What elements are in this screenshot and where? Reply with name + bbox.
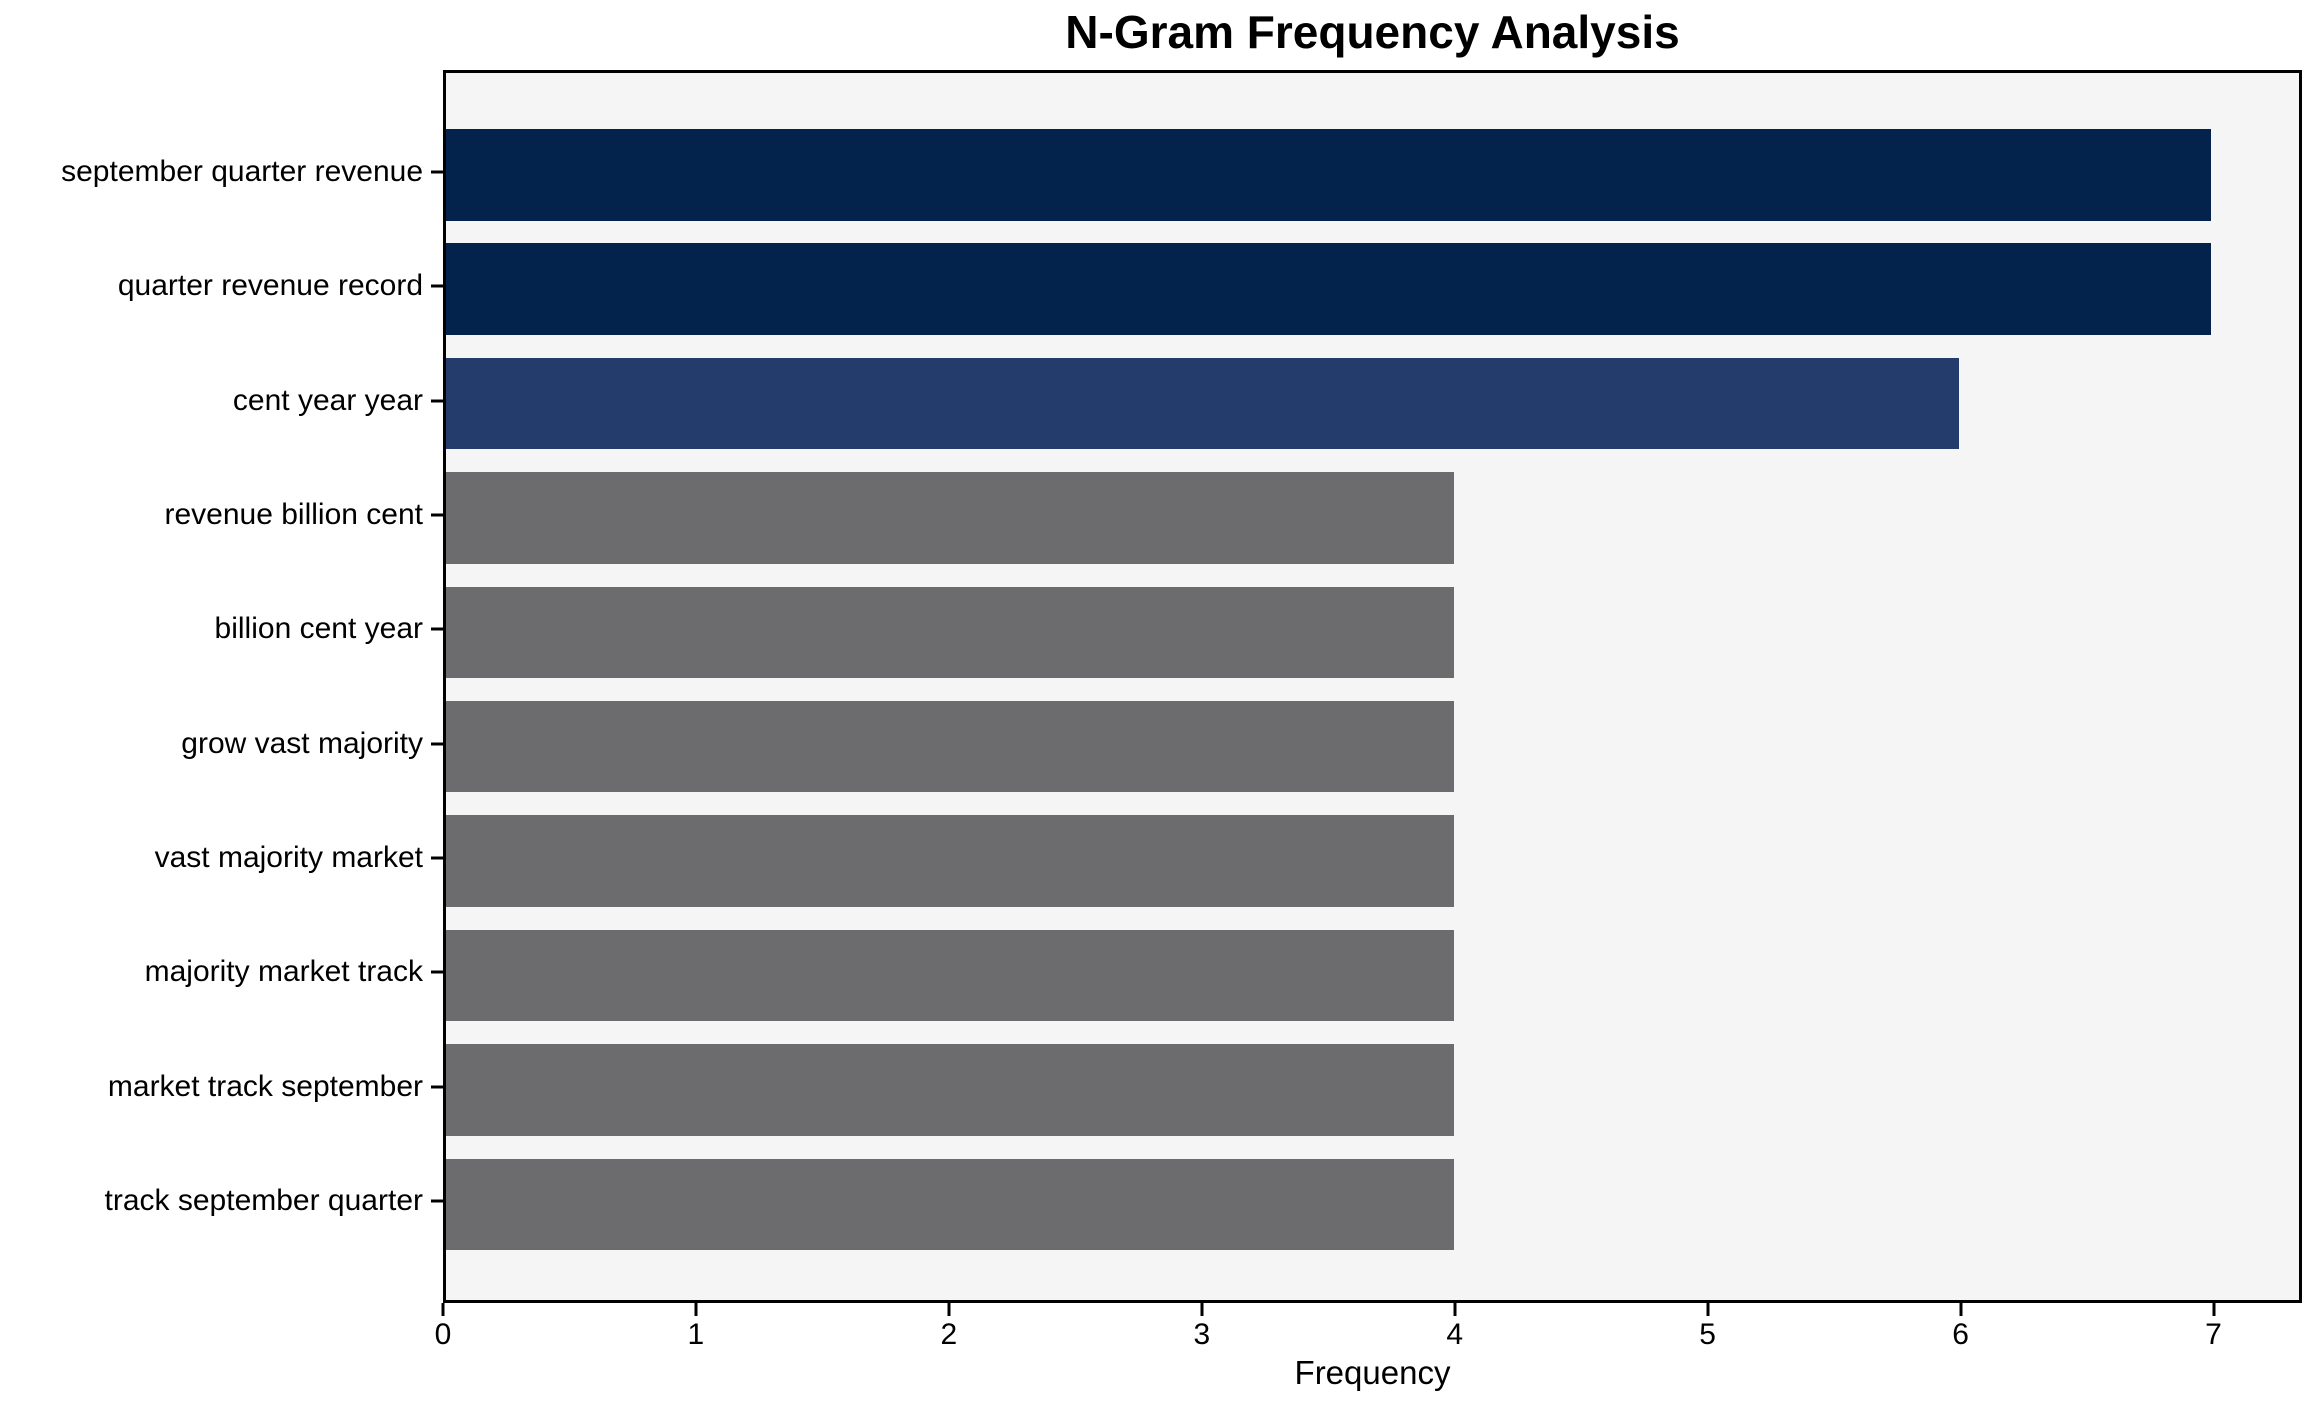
x-tick-label: 1	[687, 1318, 705, 1351]
bar-majority-market-track	[446, 929, 1455, 1022]
chart-title: N-Gram Frequency Analysis	[1065, 6, 1680, 58]
y-tick-label: quarter revenue record	[117, 269, 423, 303]
x-tick-mark	[441, 1303, 445, 1316]
x-tick-mark	[1706, 1303, 1710, 1316]
y-tick-label: september quarter revenue	[61, 154, 423, 188]
y-tick-label: majority market track	[144, 955, 423, 989]
bar-market-track-september	[446, 1044, 1455, 1136]
y-tick-label: track september quarter	[104, 1184, 423, 1218]
y-tick-mark	[431, 970, 443, 974]
y-tick-mark	[431, 742, 443, 746]
y-tick-mark	[431, 1085, 443, 1089]
x-tick-label: 7	[2205, 1318, 2222, 1351]
bar-billion-cent-year	[446, 586, 1455, 679]
plot-area	[443, 70, 2302, 1303]
bar-cent-year-year	[446, 357, 1959, 450]
x-tick-mark	[1200, 1303, 1204, 1316]
x-tick-label: 2	[940, 1318, 958, 1351]
x-tick-mark	[2212, 1303, 2215, 1316]
y-tick-label: revenue billion cent	[164, 497, 423, 531]
y-tick-label: billion cent year	[214, 612, 423, 646]
x-tick-label: 0	[434, 1318, 452, 1351]
y-tick-mark	[431, 856, 443, 860]
y-tick-label: cent year year	[232, 383, 423, 417]
x-tick-mark	[694, 1303, 698, 1316]
y-tick-mark	[431, 1199, 443, 1203]
y-tick-label: vast majority market	[154, 841, 423, 875]
bar-revenue-billion-cent	[446, 472, 1455, 564]
x-tick-label: 6	[1952, 1318, 1969, 1351]
bar-quarter-revenue-record	[446, 243, 2211, 335]
x-tick-label: 5	[1699, 1318, 1716, 1351]
bar-september-quarter-revenue	[446, 129, 2211, 221]
y-tick-mark	[431, 399, 443, 403]
y-tick-mark	[431, 627, 443, 631]
x-tick-label: 4	[1446, 1318, 1464, 1351]
x-tick-mark	[947, 1303, 951, 1316]
x-axis-title: Frequency	[1294, 1354, 1451, 1391]
y-tick-mark	[431, 513, 443, 517]
bar-vast-majority-market	[446, 815, 1455, 907]
y-tick-label: grow vast majority	[181, 726, 423, 760]
bar-track-september-quarter	[446, 1158, 1455, 1250]
bar-grow-vast-majority	[446, 700, 1455, 793]
y-tick-mark	[431, 170, 443, 174]
y-tick-label: market track september	[107, 1069, 423, 1103]
x-tick-mark	[1959, 1303, 1963, 1316]
x-tick-label: 3	[1193, 1318, 1211, 1351]
x-tick-mark	[1453, 1303, 1457, 1316]
y-tick-mark	[431, 284, 443, 288]
